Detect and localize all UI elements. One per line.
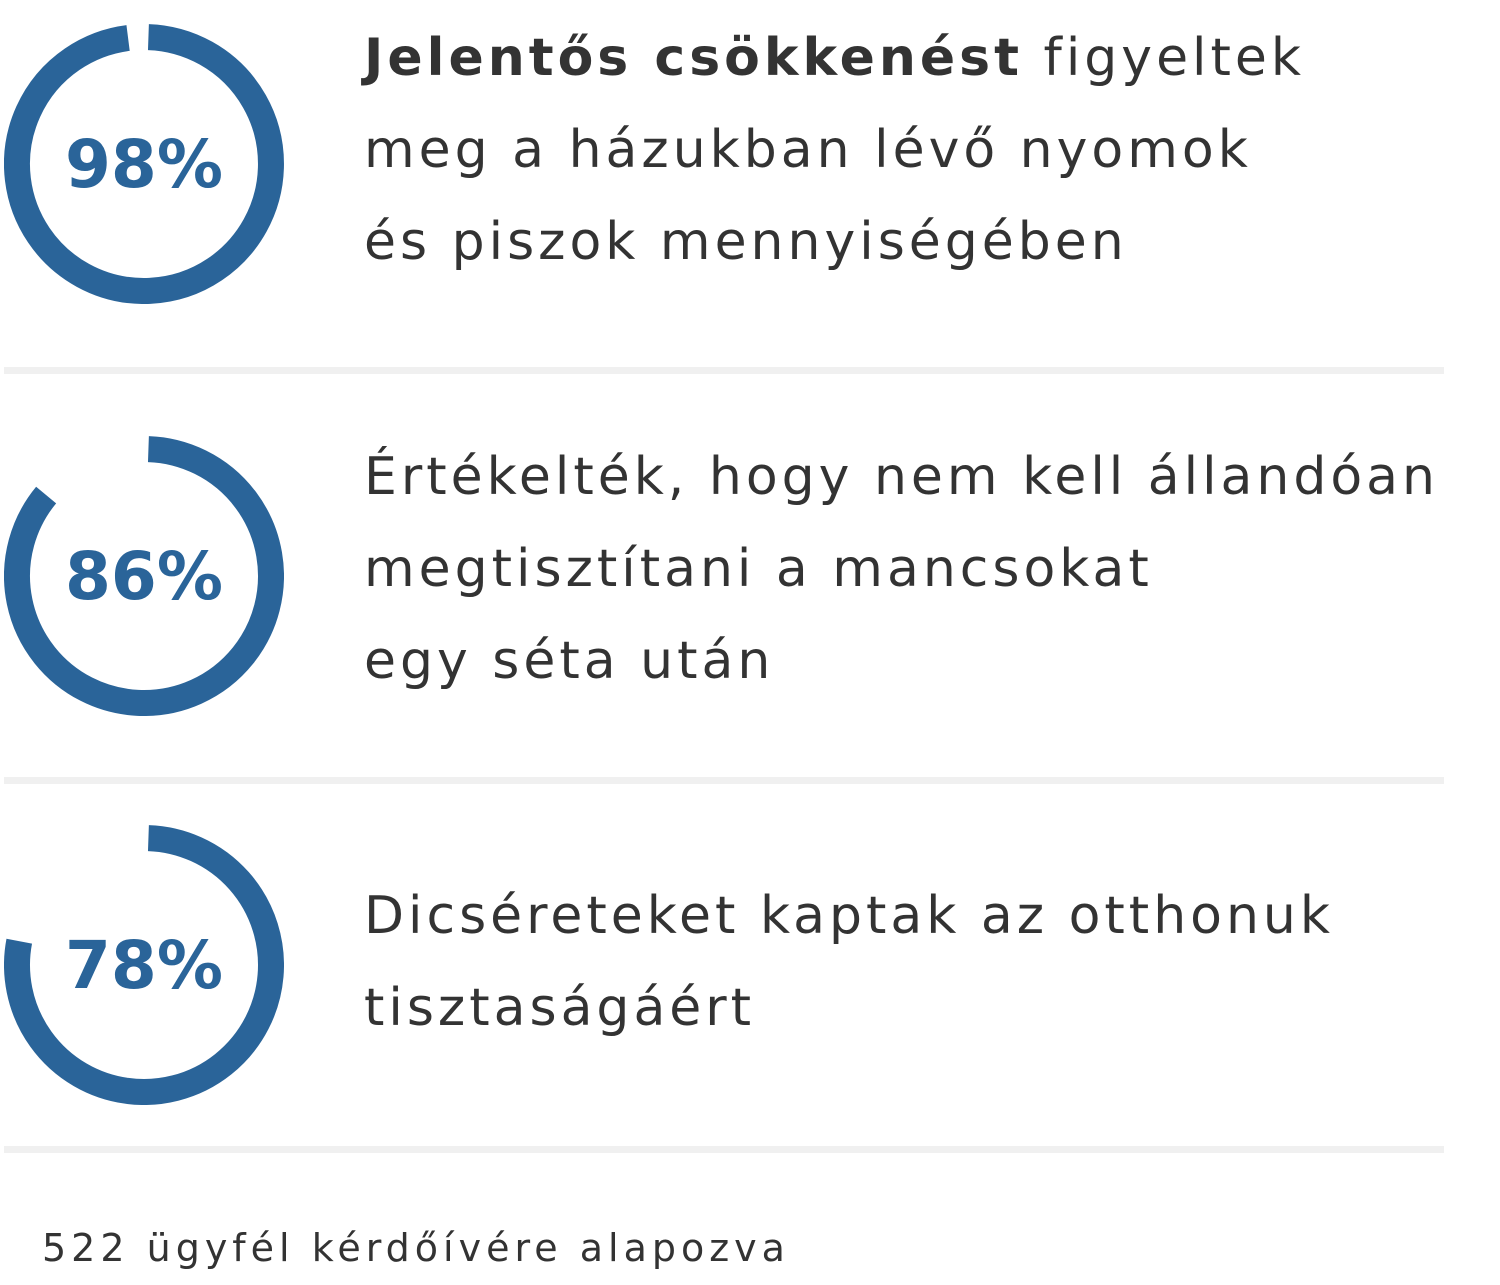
progress-ring-svg-2: 86% [4, 436, 284, 716]
footer-note: 522 ügyfél kérdőívére alapozva [42, 1226, 790, 1270]
ring-percent-label-3: 78% [65, 927, 223, 1004]
stat-description-3-line-2: tisztaságáért [364, 978, 756, 1038]
progress-ring-1: 98% [4, 24, 284, 304]
ring-arc-1 [4, 24, 284, 304]
stat-description-2-line-1: Értékelték, hogy nem kell állandóan [364, 447, 1439, 507]
ring-arc-3 [4, 825, 284, 1105]
divider-2 [4, 777, 1444, 784]
stat-description-1-line-3: és piszok mennyiségében [364, 212, 1128, 272]
progress-ring-svg-1: 98% [4, 24, 284, 304]
stat-description-3-line-1: Dicséreteket kaptak az otthonuk [364, 886, 1334, 946]
progress-ring-3: 78% [4, 825, 284, 1105]
ring-arc-2 [4, 436, 284, 716]
ring-percent-label-1: 98% [65, 126, 223, 203]
stat-description-1-line-1: Jelentős csökkenést figyeltek [364, 12, 1305, 104]
stat-description-1: Jelentős csökkenést figyeltek meg a házu… [364, 12, 1305, 288]
stat-description-1-line-1-rest: figyeltek [1043, 28, 1305, 88]
progress-ring-2: 86% [4, 436, 284, 716]
stat-description-2: Értékelték, hogy nem kell állandóan megt… [364, 431, 1439, 707]
divider-1 [4, 367, 1444, 374]
progress-ring-svg-3: 78% [4, 825, 284, 1105]
stat-description-2-line-2: megtisztítani a mancsokat [364, 539, 1153, 599]
stat-description-1-bold: Jelentős csökkenést [364, 28, 1023, 88]
ring-percent-label-2: 86% [65, 538, 223, 615]
stat-description-1-line-2: meg a házukban lévő nyomok [364, 120, 1252, 180]
stat-description-2-line-3: egy séta után [364, 631, 775, 691]
stat-description-3: Dicséreteket kaptak az otthonuk tisztasá… [364, 870, 1334, 1054]
divider-3 [4, 1146, 1444, 1153]
